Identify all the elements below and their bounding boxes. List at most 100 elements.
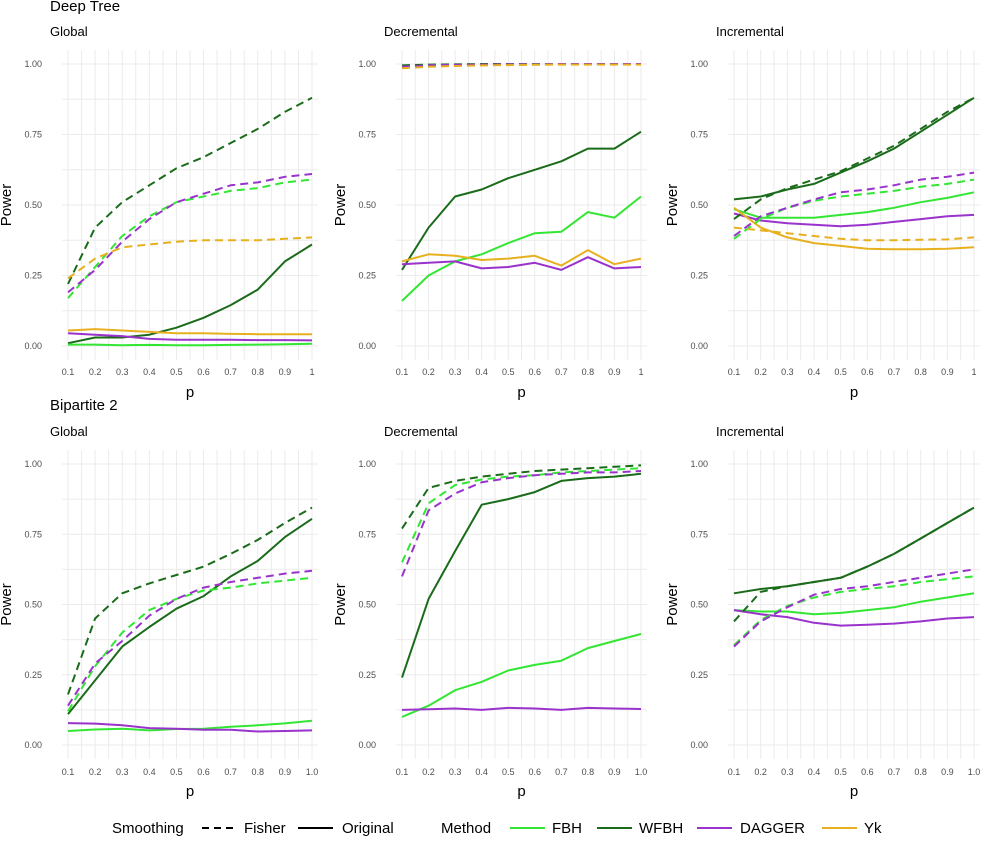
x-tick-label: 0.1 — [728, 367, 741, 377]
panel-title: Decremental — [384, 424, 458, 439]
x-axis-title: p — [850, 783, 858, 800]
series-line-dagger-original — [733, 212, 975, 228]
series-line-fbh-original — [733, 592, 975, 616]
legend-smoothing-title: Smoothing — [112, 820, 184, 837]
y-tick-label: 0.00 — [24, 341, 42, 351]
series-line-fbh-fisher — [401, 467, 642, 563]
series-line-fbh-original — [401, 633, 642, 718]
y-tick-label: 0.75 — [358, 529, 376, 539]
y-tick-label: 1.00 — [358, 59, 376, 69]
x-tick-label: 0.4 — [143, 767, 156, 777]
series-line-wfbh-original — [67, 517, 313, 715]
x-tick-label: 0.2 — [89, 767, 102, 777]
y-tick-label: 0.25 — [690, 271, 708, 281]
series-line-yk-fisher — [67, 236, 313, 280]
y-tick-label: 0.00 — [690, 341, 708, 351]
panel-6: 0.00 0.25 0.50 0.75 1.00 0.1 0.2 0.3 0.4 0.5 0.6 0.… — [664, 424, 980, 800]
panel-4: 0.00 0.25 0.50 0.75 1.00 0.1 0.2 0.3 0.4 0.5 0.6 0.… — [0, 397, 318, 800]
y-tick-label: 0.75 — [358, 130, 376, 140]
x-tick-label: 0.6 — [861, 767, 874, 777]
x-tick-label: 0.4 — [143, 367, 156, 377]
series-line-dagger-fisher — [67, 569, 313, 707]
series-line-dagger-fisher — [733, 568, 975, 648]
x-tick-label: 0.5 — [834, 767, 847, 777]
x-tick-label: 0.7 — [888, 367, 901, 377]
legend-label-yk: Yk — [864, 820, 882, 837]
x-tick-label: 0.6 — [197, 767, 210, 777]
x-tick-label: 0.1 — [62, 367, 75, 377]
y-axis-title: Power — [332, 583, 349, 626]
y-axis-title: Power — [0, 583, 15, 626]
x-tick-label: 0.9 — [941, 767, 954, 777]
series-line-wfbh-original — [67, 243, 313, 345]
series-line-yk-original — [401, 249, 642, 267]
panel-title: Incremental — [716, 424, 784, 439]
y-tick-label: 0.50 — [358, 200, 376, 210]
series-line-dagger-fisher — [67, 173, 313, 294]
y-tick-label: 0.00 — [358, 341, 376, 351]
y-tick-label: 0.25 — [24, 271, 42, 281]
series-line-wfbh-fisher — [67, 96, 313, 285]
y-tick-label: 0.00 — [24, 740, 42, 750]
x-tick-label: 0.1 — [396, 367, 409, 377]
x-tick-label: 0.3 — [781, 767, 794, 777]
panel-1: 0.00 0.25 0.50 0.75 1.00 0.1 0.2 0.3 0.4 0.5 0.6 0.… — [0, 0, 318, 401]
y-tick-label: 1.00 — [24, 59, 42, 69]
x-tick-label: 0.7 — [888, 767, 901, 777]
series-line-wfbh-fisher — [733, 96, 975, 220]
panel-title: Global — [50, 24, 88, 39]
y-axis-title: Power — [0, 184, 15, 227]
legend-label-fbh: FBH — [552, 820, 582, 837]
y-tick-label: 0.50 — [690, 200, 708, 210]
series-line-dagger-original — [733, 609, 975, 627]
x-tick-label: 0.2 — [89, 367, 102, 377]
x-axis-title: p — [186, 384, 194, 401]
x-tick-label: 0.2 — [754, 367, 767, 377]
x-tick-label: 1.0 — [968, 767, 981, 777]
panel-title: Global — [50, 424, 88, 439]
panel-title: Decremental — [384, 24, 458, 39]
series-line-fbh-original — [401, 195, 642, 302]
x-tick-label: 1 — [971, 367, 976, 377]
x-tick-label: 0.9 — [279, 767, 292, 777]
legend-method-title: Method — [441, 820, 491, 837]
y-tick-label: 0.25 — [358, 271, 376, 281]
x-tick-label: 0.4 — [808, 367, 821, 377]
x-tick-label: 0.8 — [914, 767, 927, 777]
y-tick-label: 1.00 — [690, 459, 708, 469]
panel-3: 0.00 0.25 0.50 0.75 1.00 0.1 0.2 0.3 0.4 0.5 0.6 0.… — [664, 24, 980, 401]
y-tick-label: 0.50 — [358, 600, 376, 610]
x-tick-label: 0.5 — [502, 767, 515, 777]
y-tick-label: 1.00 — [690, 59, 708, 69]
series-line-dagger-fisher — [401, 470, 642, 577]
series-line-wfbh-original — [401, 472, 642, 678]
series-line-wfbh-fisher — [733, 506, 975, 623]
series-line-wfbh-fisher — [401, 464, 642, 530]
series-line-yk-fisher — [401, 63, 641, 70]
x-tick-label: 0.6 — [529, 767, 542, 777]
y-tick-label: 0.75 — [690, 130, 708, 140]
series-line-fbh-fisher — [733, 575, 975, 646]
series-line-dagger-original — [401, 706, 642, 711]
series-line-wfbh-original — [733, 96, 975, 201]
series-line-fbh-fisher — [67, 178, 313, 299]
x-tick-label: 0.2 — [422, 767, 435, 777]
x-tick-label: 0.8 — [252, 367, 265, 377]
x-tick-label: 0.6 — [197, 367, 210, 377]
legend: Smoothing Fisher Original Method FBH WFB… — [112, 820, 882, 837]
x-tick-label: 0.7 — [555, 767, 568, 777]
y-tick-label: 0.00 — [358, 740, 376, 750]
x-tick-label: 0.5 — [170, 367, 183, 377]
y-tick-label: 0.25 — [24, 670, 42, 680]
x-axis-title: p — [517, 783, 525, 800]
x-tick-label: 1 — [638, 367, 643, 377]
series-line-dagger-fisher — [733, 171, 975, 237]
legend-label-wfbh: WFBH — [639, 820, 683, 837]
y-tick-label: 0.25 — [358, 670, 376, 680]
x-axis-title: p — [850, 384, 858, 401]
series-line-fbh-fisher — [733, 178, 975, 240]
y-tick-label: 0.50 — [24, 200, 42, 210]
x-tick-label: 0.5 — [834, 367, 847, 377]
y-axis-title: Power — [332, 184, 349, 227]
y-tick-label: 0.25 — [690, 670, 708, 680]
